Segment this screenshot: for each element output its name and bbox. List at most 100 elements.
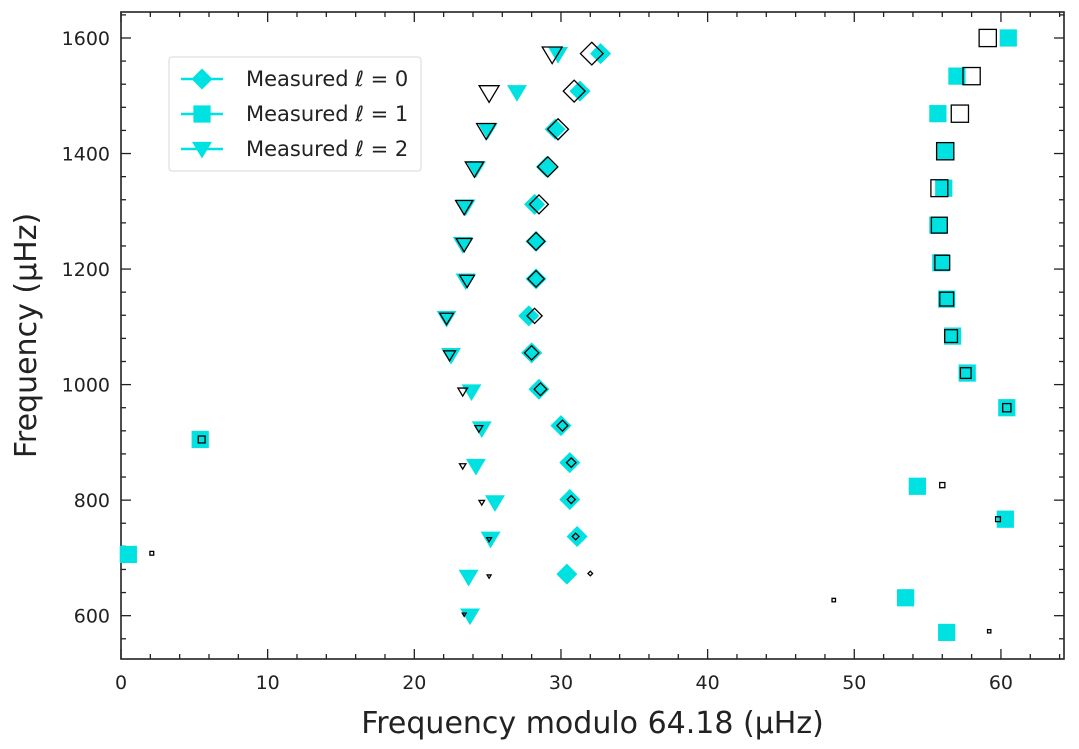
model-diamond-marker bbox=[536, 155, 559, 178]
measured-diamond-marker bbox=[566, 526, 588, 548]
measured-diamond-marker bbox=[518, 305, 540, 327]
measured-diamond-marker bbox=[525, 268, 547, 290]
model-triangle-down-marker bbox=[473, 424, 484, 434]
model-square-marker bbox=[197, 435, 206, 444]
model-diamond-marker bbox=[562, 79, 587, 103]
measured-square-marker bbox=[908, 477, 926, 495]
x-tick-label: 40 bbox=[696, 672, 720, 694]
model-triangle-down-marker bbox=[475, 122, 497, 141]
legend-triangle-down-icon bbox=[192, 141, 212, 159]
x-tick-label: 60 bbox=[989, 672, 1013, 694]
measured-triangle-down-marker bbox=[471, 421, 492, 438]
y-tick-label: 1200 bbox=[62, 259, 110, 281]
measured-diamond-marker bbox=[528, 378, 550, 400]
measured-diamond-marker bbox=[556, 563, 578, 585]
measured-diamond-marker bbox=[521, 342, 543, 364]
model-square-marker bbox=[939, 291, 955, 307]
model-triangle-down-marker bbox=[442, 350, 457, 363]
measured-diamond-marker bbox=[590, 43, 612, 65]
y-tick-label: 1000 bbox=[62, 375, 110, 397]
measured-square-marker bbox=[929, 216, 947, 234]
model-square-marker bbox=[950, 104, 970, 123]
x-tick-label: 30 bbox=[549, 672, 573, 694]
model-triangle-down-marker bbox=[454, 199, 474, 217]
measured-square-marker bbox=[948, 67, 966, 85]
model-diamond-marker bbox=[566, 494, 577, 505]
y-tick-label: 800 bbox=[74, 490, 110, 512]
model-diamond-marker bbox=[571, 532, 580, 541]
measured-diamond-marker bbox=[524, 193, 546, 215]
model-triangle-down-marker bbox=[458, 274, 476, 289]
measured-diamond-marker bbox=[535, 156, 557, 178]
legend-box bbox=[168, 56, 422, 172]
model-diamond-marker bbox=[523, 344, 540, 361]
model-square-marker bbox=[962, 66, 981, 86]
legend-diamond-icon bbox=[191, 68, 213, 90]
measured-triangle-down-marker bbox=[465, 458, 486, 476]
model-diamond-marker bbox=[579, 41, 605, 66]
measured-square-marker bbox=[935, 179, 953, 197]
model-diamond-marker bbox=[533, 382, 548, 397]
measured-diamond-marker bbox=[559, 452, 581, 474]
x-tick-label: 20 bbox=[402, 672, 426, 694]
measured-triangle-down-marker bbox=[455, 199, 476, 217]
measured-square-marker bbox=[996, 510, 1014, 528]
model-triangle-down-marker bbox=[485, 537, 493, 543]
legend-label: Measured ℓ = 2 bbox=[246, 137, 408, 161]
measured-diamond-marker bbox=[550, 415, 572, 437]
model-diamond-marker bbox=[556, 419, 569, 432]
measured-square-marker bbox=[932, 254, 950, 272]
model-triangle-down-marker bbox=[438, 312, 455, 326]
legend-square-icon bbox=[193, 105, 211, 123]
x-axis-title: Frequency modulo 64.18 (μHz) bbox=[361, 706, 824, 741]
model-diamond-marker bbox=[565, 456, 577, 469]
axes-frame bbox=[120, 11, 1065, 660]
model-triangle-down-marker bbox=[477, 499, 486, 507]
measured-square-marker bbox=[998, 399, 1016, 417]
x-tick-label: 50 bbox=[842, 672, 866, 694]
plot-frame bbox=[120, 11, 1065, 660]
model-square-marker bbox=[831, 597, 837, 603]
model-diamond-marker bbox=[526, 269, 546, 288]
measured-square-marker bbox=[119, 545, 137, 564]
measured-diamond-marker bbox=[544, 118, 566, 140]
measured-diamond-marker bbox=[525, 230, 547, 252]
model-diamond-marker bbox=[526, 307, 544, 325]
model-diamond-marker bbox=[587, 570, 594, 577]
measured-triangle-down-marker bbox=[484, 495, 505, 512]
measured-square-marker bbox=[191, 430, 209, 449]
model-square-marker bbox=[939, 481, 946, 489]
axis-ticks: 0 10 20 30 40 50 60 600 800 1000 1200 1400 1600 bbox=[62, 12, 1064, 694]
x-tick-label: 0 bbox=[115, 672, 127, 694]
measured-square-marker bbox=[897, 589, 915, 607]
model-square-marker bbox=[149, 550, 155, 556]
model-square-marker bbox=[944, 329, 959, 344]
measured-triangle-down-marker bbox=[477, 123, 498, 140]
model-square-marker bbox=[930, 179, 949, 198]
measured-triangle-down-marker bbox=[452, 237, 473, 254]
data-markers bbox=[119, 28, 1017, 642]
model-square-marker bbox=[959, 367, 972, 380]
model-triangle-down-marker bbox=[461, 612, 468, 618]
y-axis-title: Frequency (μHz) bbox=[9, 213, 44, 458]
model-diamond-marker bbox=[546, 117, 570, 141]
model-triangle-down-marker bbox=[485, 574, 493, 580]
model-square-marker bbox=[934, 254, 951, 271]
measured-square-marker bbox=[938, 623, 956, 642]
measured-triangle-down-marker bbox=[460, 608, 481, 626]
measured-square-marker bbox=[929, 105, 947, 123]
measured-diamond-marker bbox=[559, 489, 581, 511]
y-tick-label: 1600 bbox=[62, 28, 110, 50]
measured-square-marker bbox=[936, 142, 954, 160]
measured-diamond-marker bbox=[569, 80, 591, 102]
model-square-marker bbox=[994, 516, 1002, 523]
model-triangle-down-marker bbox=[456, 387, 469, 398]
model-triangle-down-marker bbox=[541, 46, 564, 65]
measured-triangle-down-marker bbox=[506, 85, 527, 102]
measured-triangle-down-marker bbox=[548, 46, 569, 64]
legend: Measured ℓ = 0 Measured ℓ = 1 Measured ℓ =… bbox=[168, 56, 422, 172]
model-triangle-down-marker bbox=[464, 161, 485, 179]
model-square-marker bbox=[978, 28, 997, 48]
measured-square-marker bbox=[938, 290, 956, 308]
